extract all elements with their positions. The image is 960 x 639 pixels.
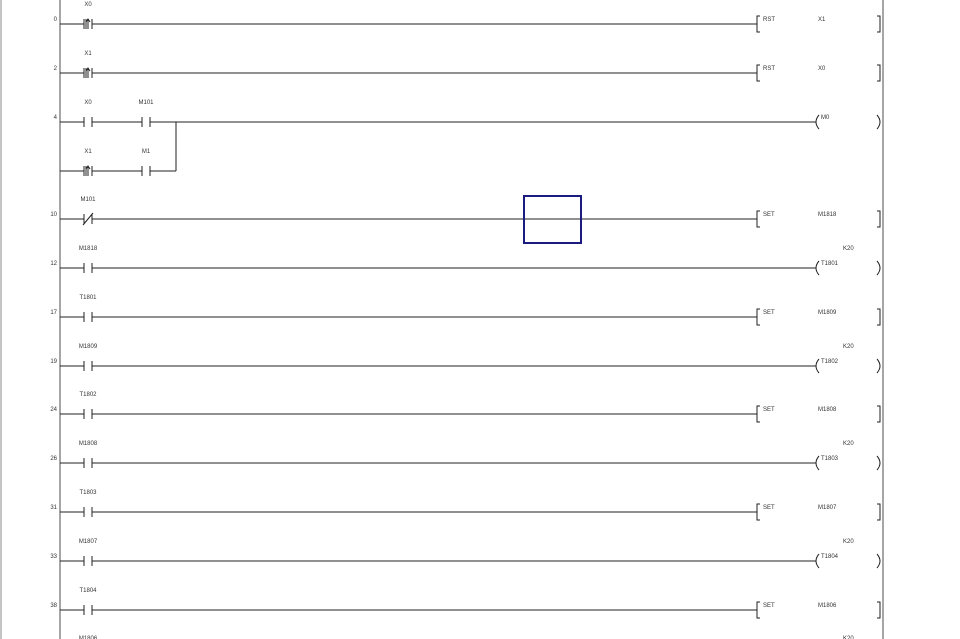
coil-operand: T1804	[821, 554, 839, 560]
contact-label: M1818	[79, 246, 98, 252]
instruction-name: SET	[763, 505, 775, 511]
instruction-name: RST	[763, 17, 775, 23]
coil-open	[815, 114, 820, 130]
contact-label: M1809	[79, 344, 98, 350]
coil-operand: M0	[821, 115, 830, 121]
step-number: 4	[54, 115, 58, 121]
instruction-operand: M1808	[818, 407, 837, 413]
timer-setpoint: K20	[843, 636, 854, 639]
instruction-bracket-open	[756, 210, 760, 228]
step-number: 33	[50, 554, 57, 560]
rung[interactable]: 19 M1809 T1802 K20	[50, 344, 881, 374]
instruction-operand: M1806	[818, 603, 837, 609]
instruction-bracket-open	[756, 405, 760, 423]
instruction-name: SET	[763, 407, 775, 413]
instruction-name: RST	[763, 66, 775, 72]
rung[interactable]: 24 T1802 SET M1808	[50, 392, 881, 423]
rung[interactable]: 26 M1808 T1803 K20	[50, 441, 881, 471]
instruction-bracket-open	[756, 601, 760, 619]
rung[interactable]: 2 X1 RST X0	[54, 51, 881, 82]
instruction-bracket-open	[756, 503, 760, 521]
timer-setpoint: K20	[843, 344, 854, 350]
timer-setpoint: K20	[843, 539, 854, 545]
rung[interactable]: M1806 K20	[60, 636, 880, 639]
coil-operand: T1801	[821, 261, 839, 267]
coil-open	[815, 553, 820, 569]
contact-label: T1802	[79, 392, 97, 398]
instruction-operand: X0	[818, 66, 826, 72]
contact-label: X1	[84, 51, 92, 57]
coil-close	[876, 358, 881, 374]
instruction-bracket-close	[877, 210, 881, 228]
rung[interactable]: 31 T1803 SET M1807	[50, 490, 881, 521]
step-number: 2	[54, 66, 58, 72]
instruction-bracket-close	[877, 308, 881, 326]
instruction-bracket-close	[877, 405, 881, 423]
rung[interactable]: 4 X0 M101 X1 M1 M0	[54, 100, 881, 176]
contact-label: M1808	[79, 441, 98, 447]
step-number: 31	[50, 505, 57, 511]
coil-open	[815, 358, 820, 374]
coil-close	[876, 260, 881, 276]
step-number: 38	[50, 603, 57, 609]
instruction-name: SET	[763, 603, 775, 609]
rung[interactable]: 38 T1804 SET M1806	[50, 588, 881, 619]
rising-edge-arrow-head	[85, 67, 91, 72]
rung[interactable]: 0 X0 RST X1	[54, 2, 881, 33]
instruction-bracket-close	[877, 64, 881, 82]
contact-label: T1801	[79, 295, 97, 301]
contact-label: X0	[84, 100, 92, 106]
coil-close	[876, 455, 881, 471]
instruction-name: SET	[763, 310, 775, 316]
coil-open	[815, 455, 820, 471]
instruction-bracket-close	[877, 601, 881, 619]
instruction-name: SET	[763, 212, 775, 218]
step-number: 24	[50, 407, 57, 413]
instruction-bracket-close	[877, 503, 881, 521]
contact-label: X1	[84, 149, 92, 155]
instruction-operand: M1807	[818, 505, 837, 511]
coil-operand: T1803	[821, 456, 839, 462]
instruction-operand: M1818	[818, 212, 837, 218]
instruction-bracket-open	[756, 15, 760, 33]
step-number: 19	[50, 359, 57, 365]
instruction-operand: X1	[818, 17, 826, 23]
instruction-bracket-open	[756, 64, 760, 82]
rung[interactable]: 17 T1801 SET M1809	[50, 295, 881, 326]
instruction-bracket-open	[756, 308, 760, 326]
step-number: 0	[54, 17, 58, 23]
rising-edge-arrow-head	[85, 18, 91, 23]
rung[interactable]: 33 M1807 T1804 K20	[50, 539, 881, 569]
selection-cursor[interactable]	[523, 195, 582, 244]
coil-close	[876, 553, 881, 569]
timer-setpoint: K20	[843, 246, 854, 252]
step-number: 12	[50, 261, 57, 267]
contact-label: M1	[142, 149, 151, 155]
rising-edge-arrow-head	[85, 165, 91, 170]
contact-label: M101	[138, 100, 154, 106]
step-number: 10	[50, 212, 57, 218]
step-number: 26	[50, 456, 57, 462]
contact-label: T1803	[79, 490, 97, 496]
contact-label: X0	[84, 2, 92, 8]
rung[interactable]: 12 M1818 T1801 K20	[50, 246, 881, 276]
timer-setpoint: K20	[843, 441, 854, 447]
instruction-bracket-close	[877, 15, 881, 33]
coil-open	[815, 260, 820, 276]
rung[interactable]: 10 M101 SET M1818	[50, 197, 881, 228]
step-number: 17	[50, 310, 57, 316]
instruction-operand: M1809	[818, 310, 837, 316]
coil-close	[876, 114, 881, 130]
nc-slash	[82, 212, 94, 226]
coil-operand: T1802	[821, 359, 839, 365]
contact-label: T1804	[79, 588, 97, 594]
contact-label: M1807	[79, 539, 98, 545]
contact-label: M1806	[79, 636, 98, 639]
contact-label: M101	[80, 197, 96, 203]
